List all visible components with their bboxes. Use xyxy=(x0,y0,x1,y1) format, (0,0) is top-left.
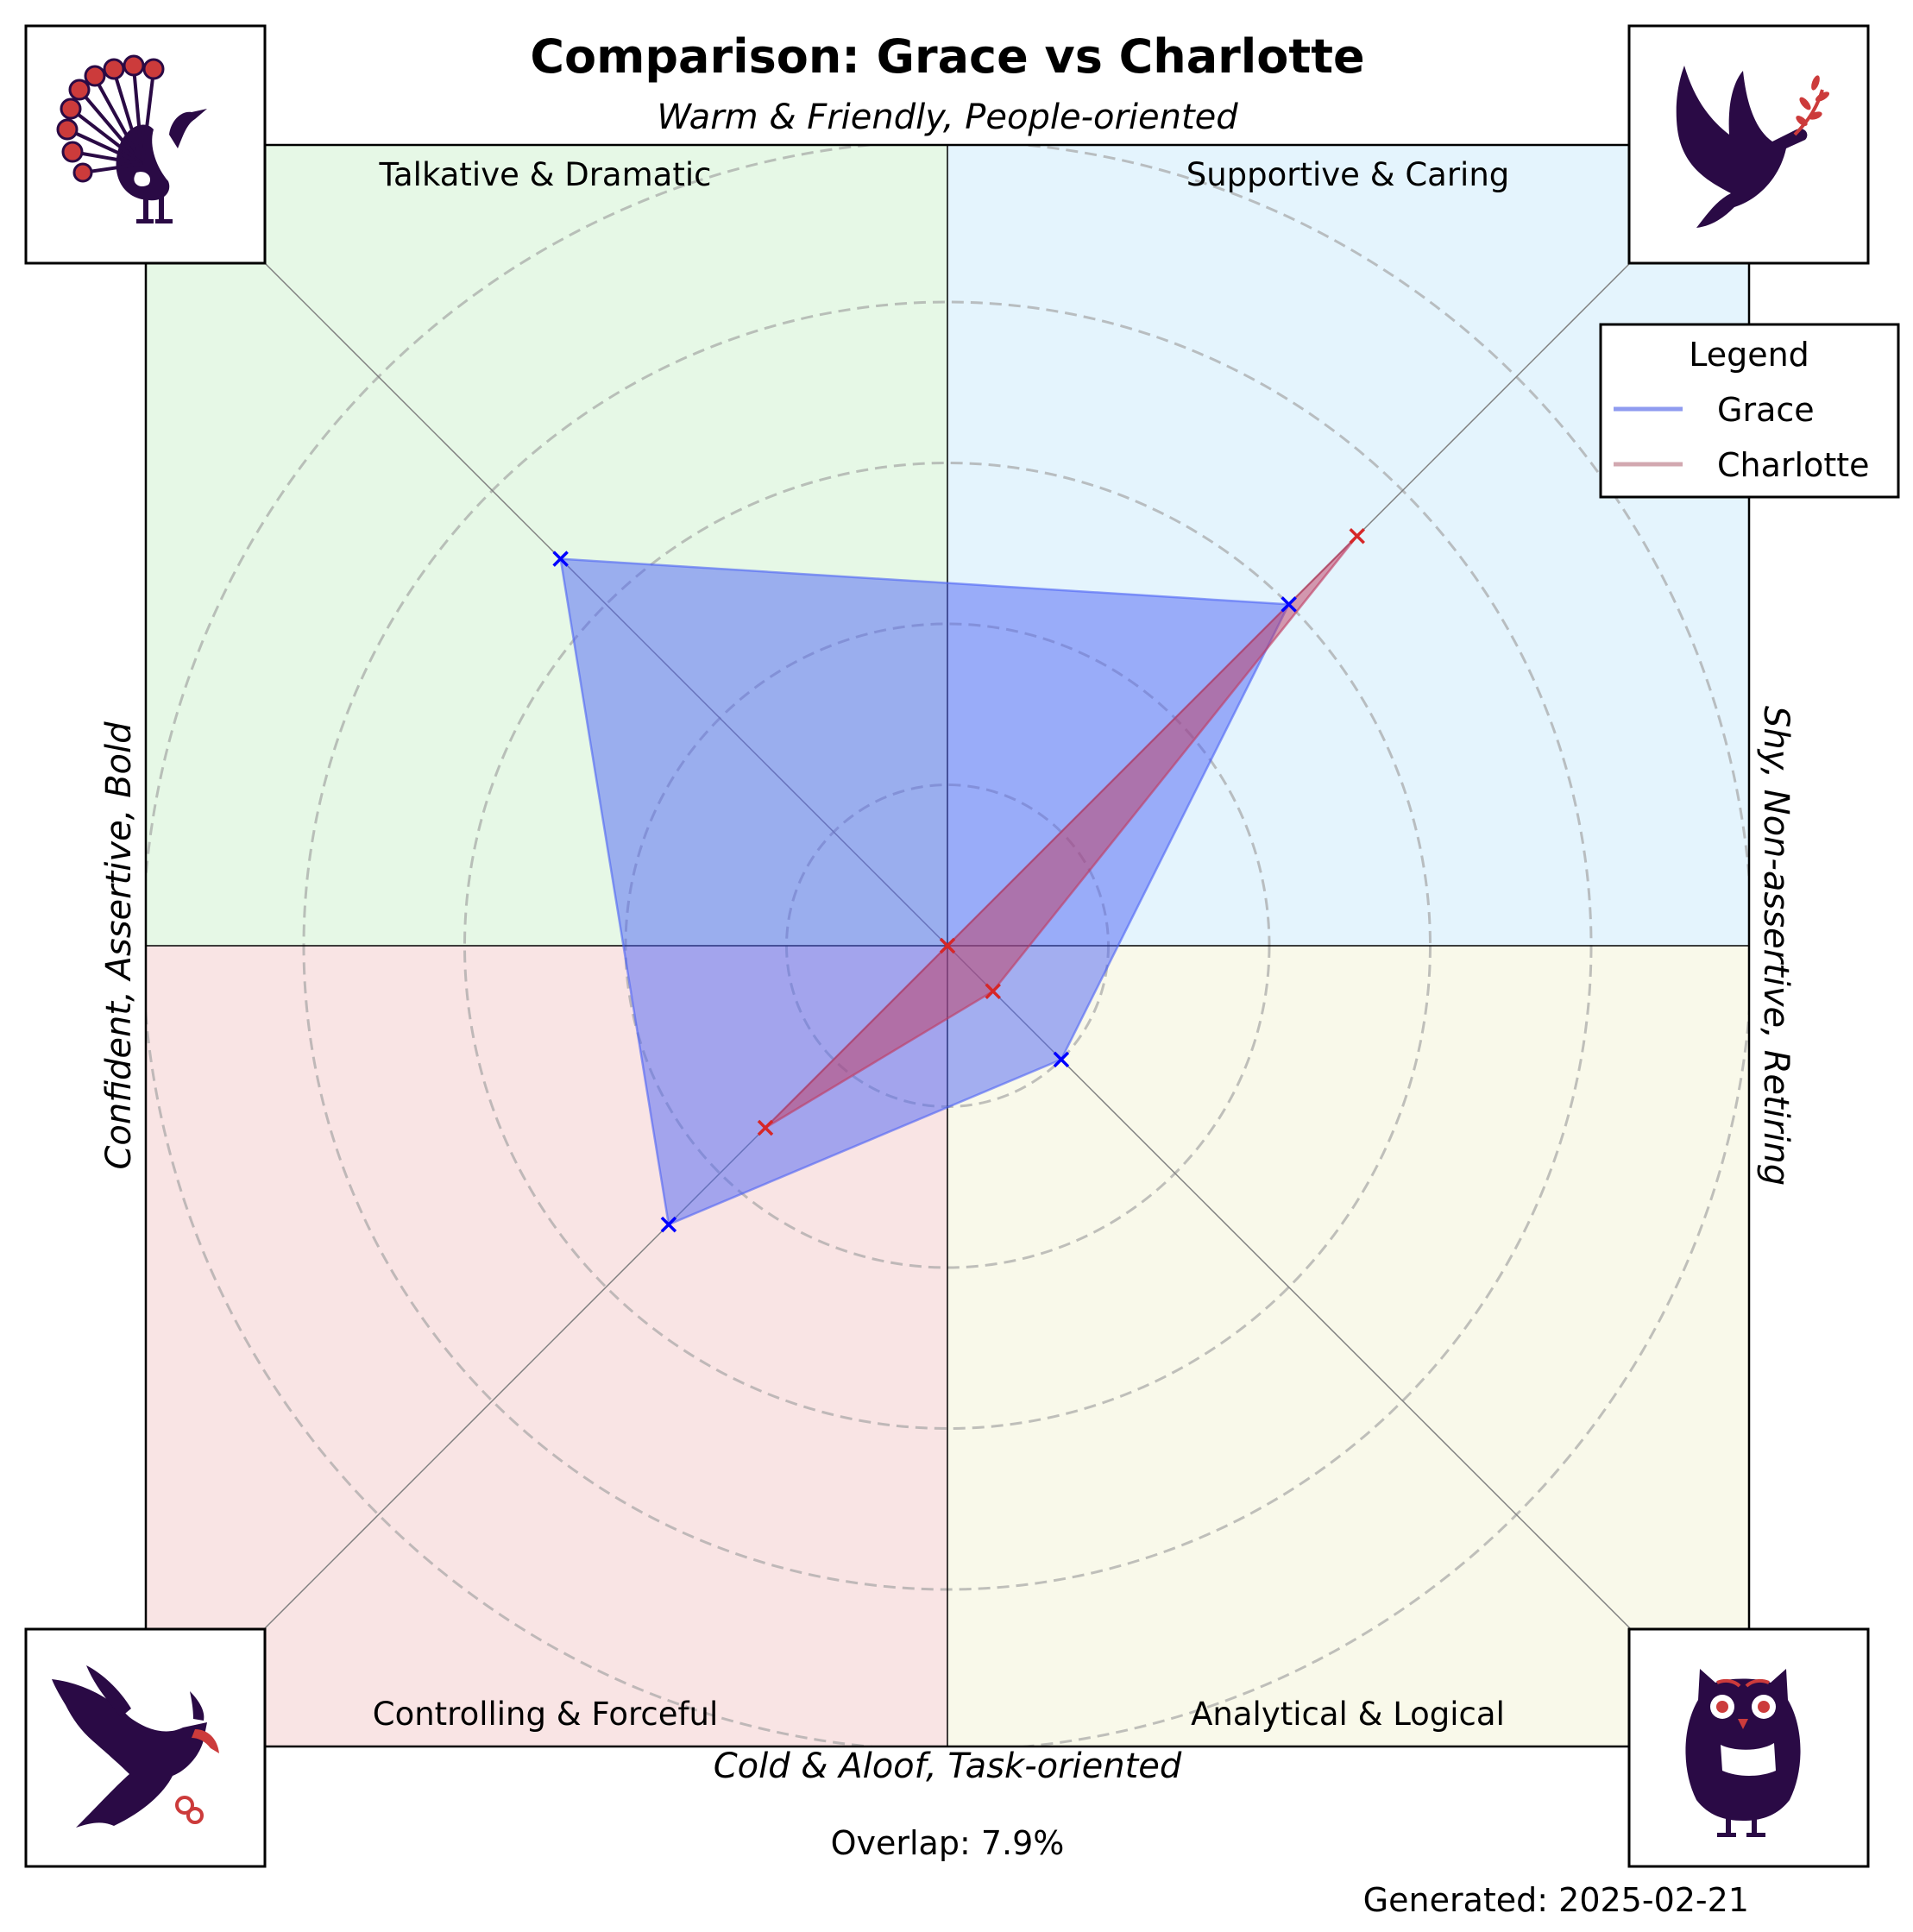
axis-label-bottom: Cold & Aloof, Task-oriented xyxy=(714,1746,1182,1786)
legend: Legend Grace Charlotte xyxy=(1599,323,1900,499)
eagle-icon xyxy=(24,1627,267,1868)
legend-label-grace: Grace xyxy=(1717,391,1815,429)
data-point-charlotte xyxy=(939,937,956,954)
overlap-text: Overlap: 7.9% xyxy=(831,1824,1065,1862)
data-point-grace xyxy=(1281,596,1297,613)
axis-label-left: Confident, Assertive, Bold xyxy=(99,721,139,1170)
data-point-grace xyxy=(552,551,569,567)
data-point-charlotte xyxy=(757,1119,774,1136)
dove-icon xyxy=(1627,24,1870,265)
chart-title: Comparison: Grace vs Charlotte xyxy=(530,29,1364,84)
axis-label-right: Shy, Non-assertive, Retiring xyxy=(1756,706,1796,1186)
peacock-icon xyxy=(24,24,267,265)
data-point-grace xyxy=(1053,1051,1070,1068)
axis-label-top: Warm & Friendly, People-oriented xyxy=(657,98,1238,137)
owl-icon xyxy=(1627,1627,1870,1868)
data-point-charlotte xyxy=(985,983,1001,999)
quadrant-label-supportive: Supportive & Caring xyxy=(1186,156,1510,193)
quadrant-label-controlling: Controlling & Forceful xyxy=(373,1696,718,1733)
quadrant-label-analytical: Analytical & Logical xyxy=(1191,1696,1505,1733)
plot-border xyxy=(144,143,1751,1748)
data-point-grace xyxy=(660,1216,677,1233)
quadrant-label-talkative: Talkative & Dramatic xyxy=(379,156,712,193)
series-layer xyxy=(552,528,1365,1233)
data-point-charlotte xyxy=(1349,528,1365,544)
generated-date: Generated: 2025-02-21 xyxy=(1363,1881,1749,1919)
legend-label-charlotte: Charlotte xyxy=(1717,446,1870,484)
legend-title: Legend xyxy=(1689,336,1809,374)
